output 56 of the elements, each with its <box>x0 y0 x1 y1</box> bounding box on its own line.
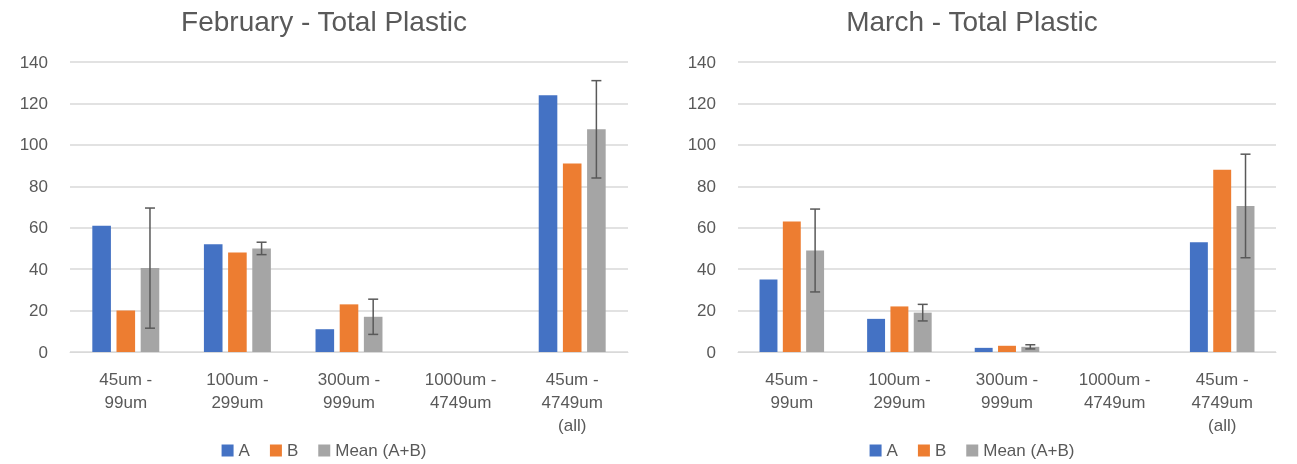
y-tick-label: 0 <box>38 342 48 362</box>
y-tick-label: 80 <box>697 176 716 196</box>
bar <box>998 345 1016 352</box>
bar <box>1213 169 1232 352</box>
bar <box>116 310 136 352</box>
bar <box>339 304 359 352</box>
legend-label: A <box>886 441 899 460</box>
x-tick-label: 100um - 299um <box>206 370 269 412</box>
x-tick-label: 300um - 999um <box>975 370 1039 412</box>
x-tick-label: 45um - 99um <box>765 370 819 412</box>
x-tick-label: 100um - 299um <box>868 370 931 412</box>
y-tick-label: 60 <box>697 218 716 238</box>
bar <box>363 316 383 352</box>
bar <box>782 221 801 352</box>
legend-label: Mean (A+B) <box>335 441 427 460</box>
y-tick-label: 100 <box>19 135 48 155</box>
y-tick-label: 80 <box>29 176 48 196</box>
legend-label: A <box>238 441 251 460</box>
bar <box>1189 242 1208 352</box>
y-tick-label: 100 <box>687 135 716 155</box>
y-tick-label: 20 <box>29 301 48 321</box>
x-tick-label: 45um - 99um <box>99 370 153 412</box>
bar <box>587 129 606 352</box>
bar <box>759 279 778 352</box>
bar <box>890 306 909 352</box>
bar <box>867 318 886 352</box>
bar <box>538 95 558 352</box>
y-tick-label: 120 <box>19 93 48 113</box>
bar <box>252 248 271 352</box>
bar <box>228 252 247 352</box>
y-tick-label: 120 <box>687 93 716 113</box>
bar <box>1236 205 1255 352</box>
legend-label: B <box>286 441 299 460</box>
bar <box>92 225 111 352</box>
chart-title: February - Total Plastic <box>181 5 467 37</box>
x-tick-label: 45um - 4749um (all) <box>1191 370 1253 435</box>
bar <box>974 347 993 352</box>
y-tick-label: 140 <box>687 52 716 72</box>
x-tick-label: 1000um - 4749um <box>1078 370 1151 412</box>
y-tick-label: 40 <box>29 259 48 279</box>
bar <box>806 250 825 352</box>
bar <box>203 244 223 352</box>
legend-label: Mean (A+B) <box>983 441 1075 460</box>
x-tick-label: 45um - 4749um (all) <box>541 370 603 435</box>
x-tick-label: 1000um - 4749um <box>424 370 497 412</box>
y-tick-label: 60 <box>29 218 48 238</box>
y-tick-label: 20 <box>697 301 716 321</box>
chart-title: March - Total Plastic <box>846 5 1098 37</box>
x-tick-label: 300um - 999um <box>317 370 381 412</box>
y-tick-label: 0 <box>706 342 716 362</box>
legend-label: B <box>934 441 947 460</box>
y-tick-label: 140 <box>19 52 48 72</box>
bar <box>562 163 582 352</box>
bar <box>315 329 335 352</box>
y-tick-label: 40 <box>697 259 716 279</box>
bar <box>913 312 932 352</box>
